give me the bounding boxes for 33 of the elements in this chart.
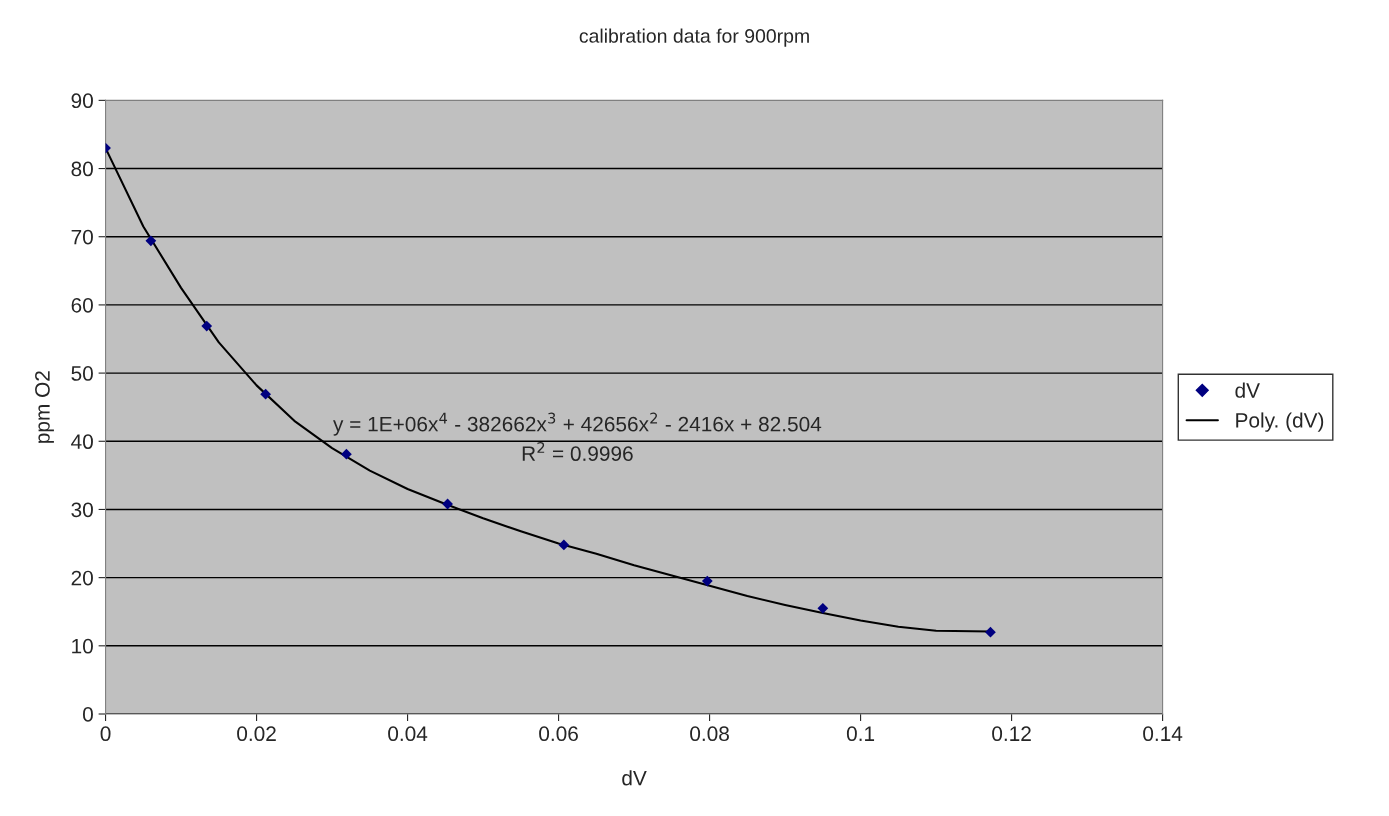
y-tick-label: 50 (71, 366, 93, 381)
y-tick-label: 90 (71, 93, 93, 109)
y-tick-label: 30 (71, 502, 93, 518)
point (145, 235, 157, 247)
point (817, 602, 829, 614)
y-tick-label: 0 (82, 707, 93, 722)
x-axis-title: dV (622, 770, 647, 786)
point (701, 575, 713, 587)
x-tick-label: 0.1 (846, 726, 875, 742)
point (985, 626, 996, 638)
x-tick-label: 0.04 (388, 726, 428, 742)
point (260, 388, 272, 400)
y-tick-label: 10 (72, 638, 93, 654)
point (341, 448, 352, 460)
legend-label: dV (1235, 382, 1260, 398)
y-tick-label: 40 (71, 434, 93, 450)
x-tick-label: 0.12 (992, 726, 1031, 742)
x-tick-label: 0.08 (690, 726, 729, 742)
y-tick-label: 20 (71, 570, 93, 586)
x-tick-label: 0.02 (237, 726, 276, 742)
x-tick-label: 0.14 (1143, 726, 1183, 742)
legend-label: Poly. (dV) (1236, 412, 1324, 432)
point (201, 320, 213, 332)
point (558, 539, 570, 551)
y-tick-label: 60 (71, 297, 93, 313)
y-tick-label: 70 (71, 229, 93, 245)
x-tick-label: 0 (100, 726, 111, 742)
chart-title: calibration data for 900rpm (579, 28, 809, 47)
y-axis-title: ppm O2 (35, 371, 54, 443)
x-tick-label: 0.06 (539, 726, 578, 742)
annotation: R$^{2}$ = 0.9996 (522, 442, 633, 462)
y-tick-label: 80 (71, 161, 93, 177)
annotation: y = 1E+06x$^{4}$ - 382662x$^{3}$ + 42656x$^{2}$ - 2416x + 82.504 (333, 412, 822, 436)
